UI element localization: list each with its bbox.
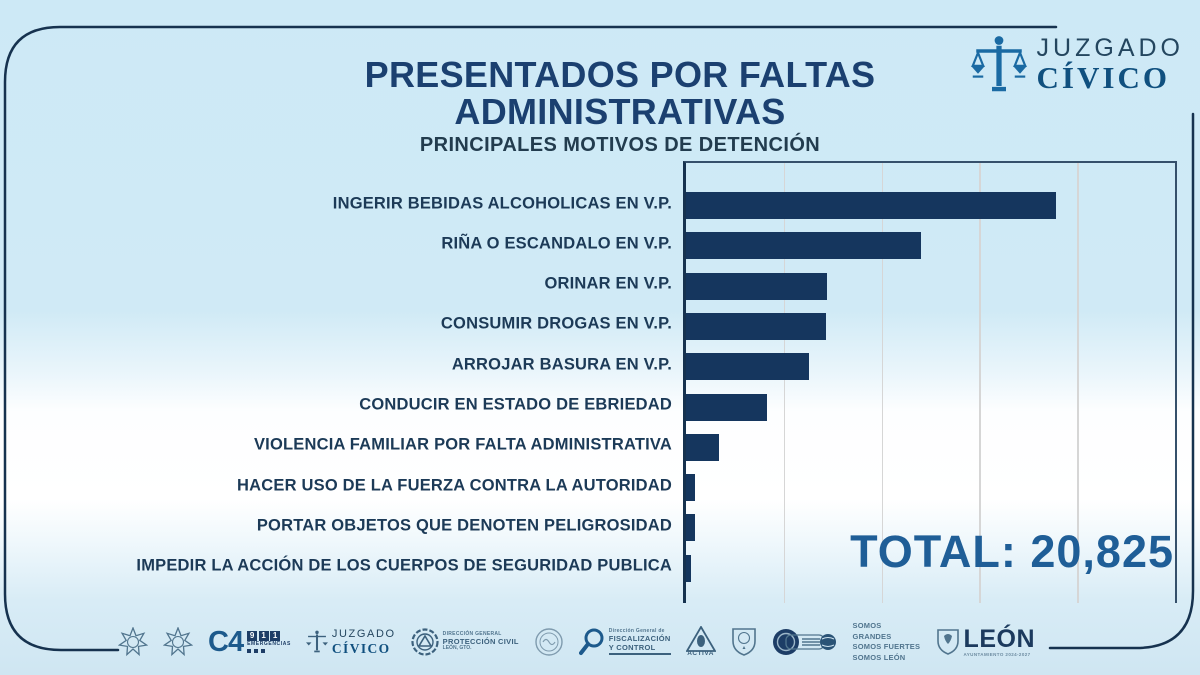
- gridline: [881, 163, 884, 603]
- bar: [686, 474, 695, 502]
- hand-triangle-icon: [685, 626, 716, 653]
- juzgado-small-line2: CÍVICO: [331, 640, 391, 656]
- juzgado-civico-small-logo: JUZGADO CÍVICO: [305, 627, 396, 656]
- scales-of-justice-icon: [970, 36, 1027, 92]
- page-title: PRESENTADOS POR FALTAS ADMINISTRATIVAS: [160, 56, 1080, 131]
- category-label: INGERIR BEBIDAS ALCOHOLICAS EN V.P.: [332, 194, 672, 212]
- juzgado-civico-logo: JUZGADO CÍVICO: [970, 34, 1184, 96]
- brand-line1: JUZGADO: [1036, 34, 1184, 63]
- seguridad-emblem-icon: [772, 629, 836, 655]
- fisc-underline: [608, 653, 671, 655]
- gridline: [979, 163, 981, 603]
- digit-block: 1: [270, 630, 281, 641]
- juzgado-small-line1: JUZGADO: [331, 627, 396, 640]
- leon-ayuntamiento-logo: LEÓN AYUNTAMIENTO 2024-2027: [936, 624, 1035, 657]
- digit-block: 9: [247, 630, 258, 641]
- activa-label: ACTIVA: [687, 650, 714, 658]
- category-label: VIOLENCIA FAMILIAR POR FALTA ADMINISTRAT…: [253, 435, 672, 454]
- municipal-seal-icon: [535, 628, 563, 656]
- bar: [686, 433, 719, 461]
- category-label: RIÑA O ESCANDALO EN V.P.: [441, 234, 672, 253]
- fisc-top: Dirección General de: [608, 628, 665, 635]
- policia-activa-logo: ACTIVA: [685, 626, 716, 658]
- bar: [686, 312, 826, 340]
- proteccion-civil-logo: DIRECCIÓN GENERAL PROTECCIÓN CIVIL LEÓN,…: [411, 628, 519, 656]
- header: PRESENTADOS POR FALTAS ADMINISTRATIVAS P…: [160, 56, 1080, 157]
- title-line1: PRESENTADOS POR FALTAS: [364, 54, 876, 95]
- gridline: [1077, 163, 1079, 603]
- pc-line2: PROTECCIÓN CIVIL: [442, 636, 519, 646]
- 911-blocks: 9 1 1: [247, 630, 281, 641]
- pc-line1: DIRECCIÓN GENERAL: [442, 630, 502, 637]
- bar: [686, 514, 695, 542]
- page-subtitle: PRINCIPALES MOTIVOS DE DETENCIÓN: [419, 133, 821, 156]
- category-label: CONDUCIR EN ESTADO DE EBRIEDAD: [359, 395, 672, 414]
- bar: [686, 232, 922, 260]
- category-label: ARROJAR BASURA EN V.P.: [451, 355, 672, 374]
- category-label: ORINAR EN V.P.: [544, 274, 672, 293]
- fiscalizacion-logo: Dirección General de FISCALIZACIÓN Y CON…: [578, 628, 671, 656]
- plot-area: [683, 161, 1177, 603]
- somos-line2: SOMOS FUERTES: [852, 642, 921, 651]
- proteccion-civil-icon: [411, 628, 439, 656]
- total-value: TOTAL: 20,825: [850, 526, 1174, 577]
- magnifier-icon: [578, 628, 604, 655]
- fisc-line2: Y CONTROL: [608, 642, 656, 652]
- c4-911-logo: C4 9 1 1 EMERGENCIAS: [208, 626, 291, 659]
- police-badge-icon: [163, 627, 193, 657]
- leon-sub: AYUNTAMIENTO 2024-2027: [963, 651, 1031, 657]
- bar: [686, 393, 768, 421]
- c4-mini-icons: [247, 649, 266, 654]
- scales-of-justice-icon: [305, 630, 328, 653]
- somos-line1: SOMOS GRANDES: [852, 621, 892, 641]
- bar: [686, 272, 827, 300]
- somos-leon-text: SOMOS GRANDES SOMOS FUERTES SOMOS LEÓN: [853, 621, 921, 663]
- digit-block: 1: [258, 630, 269, 641]
- pc-line3: LEÓN, GTO.: [442, 645, 472, 652]
- footer-logo-strip: C4 9 1 1 EMERGENCIAS: [118, 615, 1035, 669]
- category-label: HACER USO DE LA FUERZA CONTRA LA AUTORID…: [237, 476, 672, 495]
- leon-shield-icon: [936, 629, 959, 655]
- brand-line2: CÍVICO: [1036, 59, 1170, 95]
- c4-label: C4: [208, 625, 244, 658]
- academy-shield-icon: [731, 628, 756, 656]
- emergencias-label: EMERGENCIAS: [247, 640, 291, 647]
- gridline: [783, 163, 786, 603]
- category-label: PORTAR OBJETOS QUE DENOTEN PELIGROSIDAD: [256, 516, 672, 535]
- seguridad-publica-emblem: [772, 627, 838, 657]
- title-line2: ADMINISTRATIVAS: [454, 91, 786, 133]
- somos-line3: SOMOS LEÓN: [852, 652, 906, 662]
- bar: [686, 554, 691, 582]
- category-label: IMPEDIR LA ACCIÓN DE LOS CUERPOS DE SEGU…: [136, 556, 672, 575]
- police-badge-icon: [118, 627, 148, 657]
- category-label: CONSUMIR DROGAS EN V.P.: [440, 314, 672, 333]
- bar: [686, 192, 1057, 219]
- leon-label: LEÓN: [963, 624, 1035, 653]
- fisc-line1: FISCALIZACIÓN: [608, 634, 671, 643]
- bar: [686, 353, 810, 381]
